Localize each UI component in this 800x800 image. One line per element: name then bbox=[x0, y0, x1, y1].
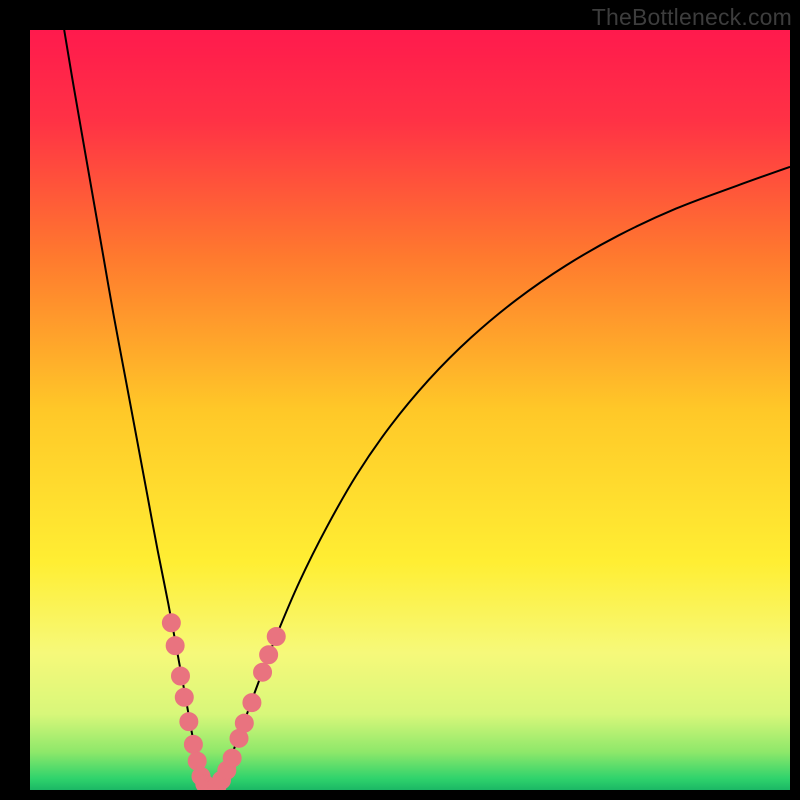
curve-right-branch bbox=[211, 167, 790, 790]
scatter-point bbox=[254, 663, 272, 681]
watermark-text: TheBottleneck.com bbox=[592, 4, 792, 31]
scatter-point bbox=[171, 667, 189, 685]
scatter-point bbox=[260, 646, 278, 664]
chart-container: TheBottleneck.com bbox=[0, 0, 800, 800]
scatter-point bbox=[184, 735, 202, 753]
scatter-points bbox=[162, 614, 285, 790]
scatter-point bbox=[175, 688, 193, 706]
scatter-point bbox=[235, 714, 253, 732]
scatter-point bbox=[166, 637, 184, 655]
curve-layer bbox=[30, 30, 790, 790]
scatter-point bbox=[223, 749, 241, 767]
plot-area bbox=[30, 30, 790, 790]
scatter-point bbox=[180, 713, 198, 731]
scatter-point bbox=[267, 627, 285, 645]
scatter-point bbox=[162, 614, 180, 632]
scatter-point bbox=[243, 694, 261, 712]
